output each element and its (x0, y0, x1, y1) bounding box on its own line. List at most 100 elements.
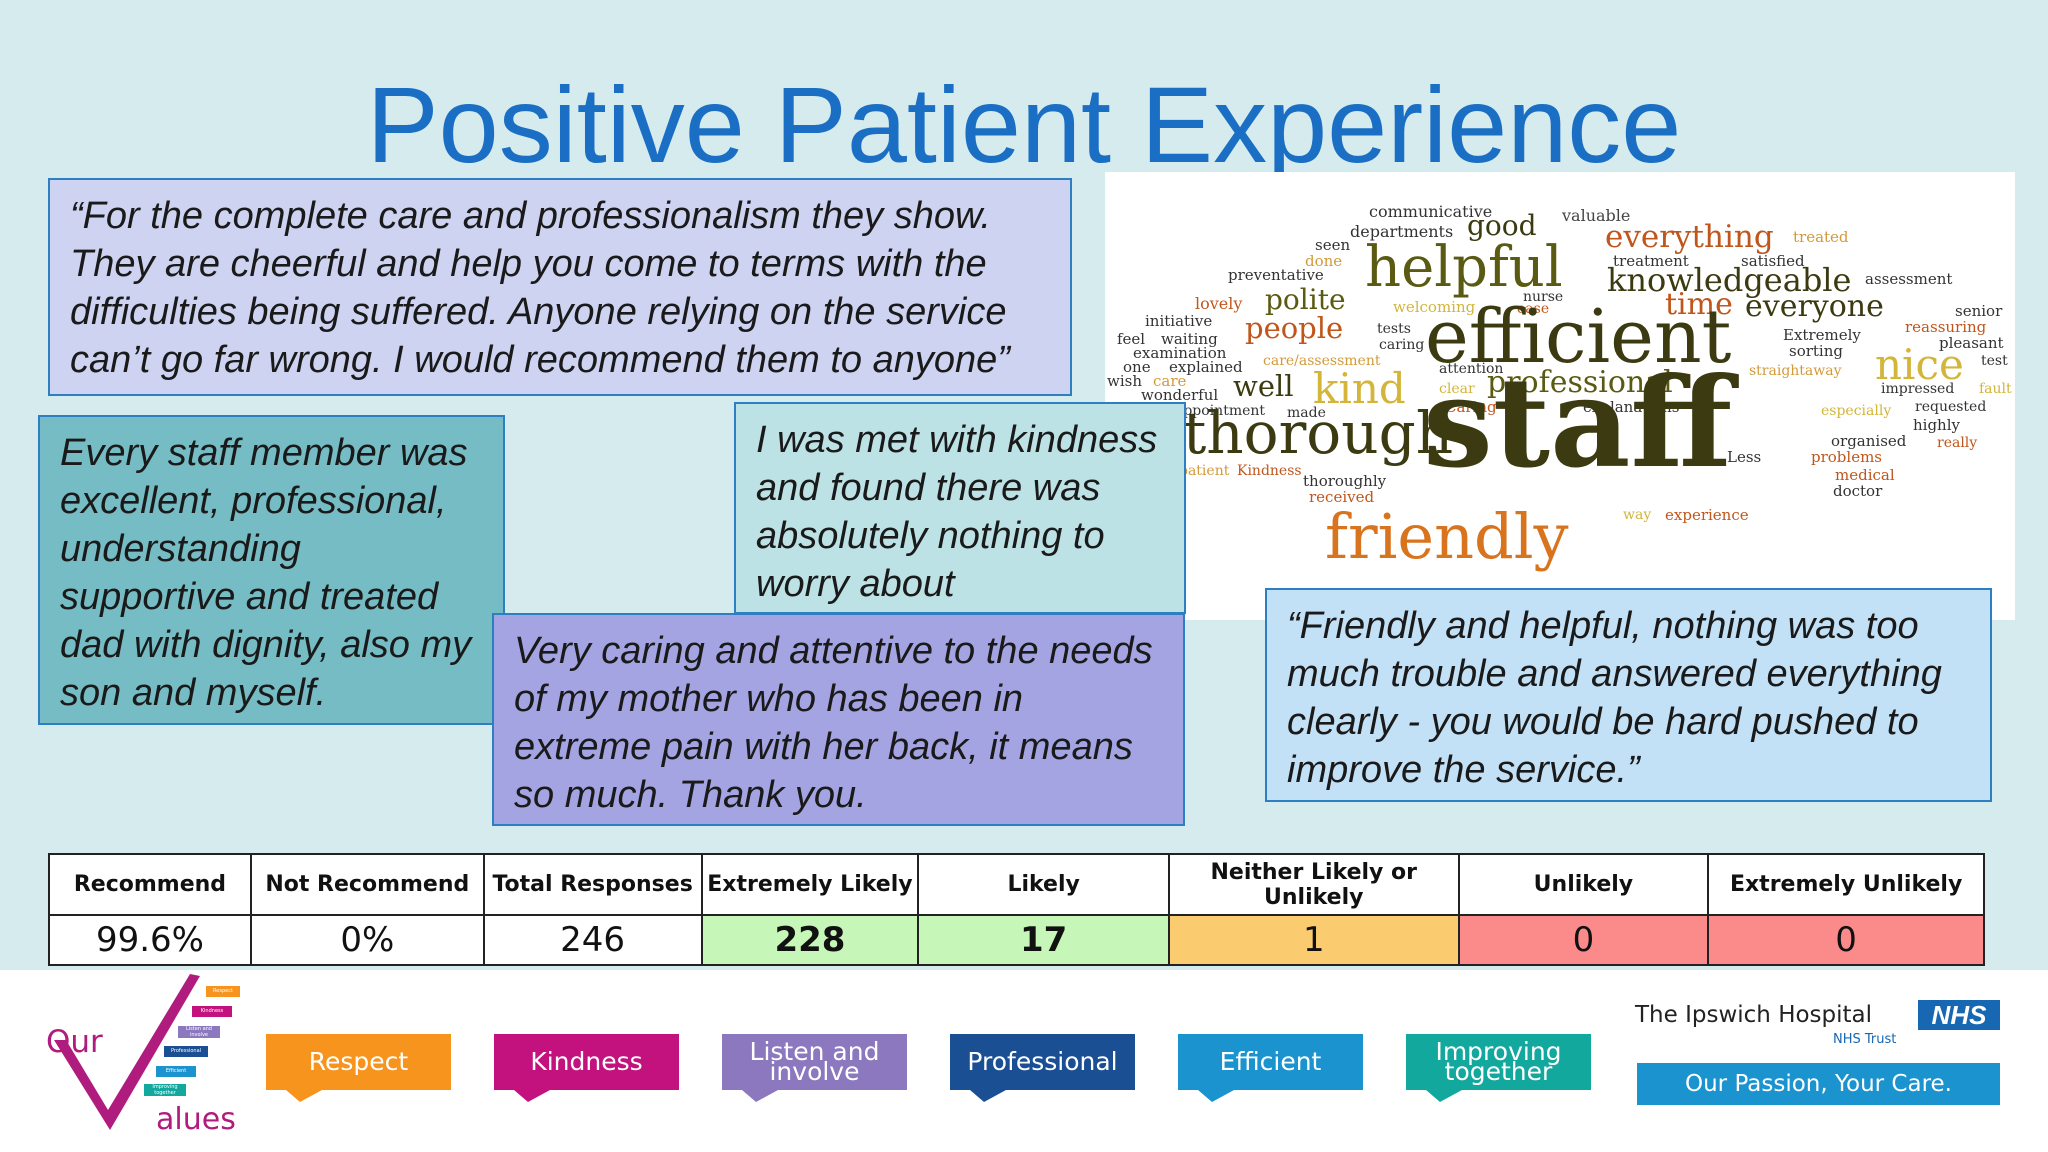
word-cloud-word: seen (1315, 236, 1351, 254)
nhs-logo: NHS (1918, 1000, 2000, 1030)
value-tag-label: Respect (308, 1047, 409, 1076)
cell-unlikely: 0 (1457, 914, 1710, 966)
word-cloud-word: highly (1913, 416, 1960, 434)
quote-box-friendly-helpful: “Friendly and helpful, nothing was too m… (1265, 588, 1992, 802)
logo-mini-tag-kindness: Kindness (192, 1006, 232, 1017)
word-cloud-word: Caring (1445, 398, 1497, 416)
word-cloud-word: patient (1179, 463, 1230, 479)
word-cloud-word: welcoming (1393, 298, 1476, 316)
logo-mini-tag-improving: Improving together (144, 1084, 186, 1096)
col-neither: Neither Likely or Unlikely (1167, 853, 1460, 916)
logo-text-values: alues (156, 1102, 236, 1137)
cell-not-recommend: 0% (249, 914, 485, 966)
word-cloud-word: wonderful (1141, 386, 1219, 404)
word-cloud-word: pleasant (1939, 334, 2004, 352)
word-cloud-word: organised (1831, 432, 1907, 450)
word-cloud-word: helpful (1365, 235, 1563, 300)
value-tag-label: Improving (1435, 1037, 1562, 1066)
value-tag-label: Efficient (1219, 1047, 1322, 1076)
col-extremely-likely: Extremely Likely (700, 853, 920, 916)
footer-banner: Our alues Respect Kindness Listen and in… (0, 970, 2048, 1152)
word-cloud-word: nice (1875, 340, 1964, 389)
word-cloud-word: people (1245, 311, 1344, 345)
quote-box-staff-member: Every staff member was excellent, profes… (38, 415, 505, 725)
word-cloud-word: one (1123, 358, 1151, 376)
word-cloud-word: treated (1793, 228, 1849, 246)
quote-box-caring-attentive: Very caring and attentive to the needs o… (492, 613, 1185, 826)
logo-mini-tag-efficient: Efficient (156, 1066, 196, 1077)
word-cloud-word: way (1623, 507, 1652, 523)
word-cloud-word: thorough (1183, 399, 1454, 467)
cell-extremely-unlikely: 0 (1707, 914, 1985, 966)
word-cloud-word: treatment (1613, 252, 1689, 270)
col-not-recommend: Not Recommend (249, 853, 485, 916)
page-title: Positive Patient Experience (366, 64, 1682, 185)
cell-recommend: 99.6% (48, 914, 252, 966)
word-cloud-word: assessment (1865, 270, 1953, 288)
word-cloud-word: Kindness (1237, 463, 1302, 479)
word-cloud-word: appointment (1175, 403, 1266, 419)
value-tag-improving-together: Improving together (1406, 1034, 1591, 1102)
word-cloud-word: nurse (1523, 289, 1564, 305)
word-cloud-word: waiting (1161, 330, 1218, 348)
word-cloud-word: explained (1169, 358, 1243, 376)
word-cloud-word: good (1467, 209, 1537, 242)
word-cloud-word: impressed (1881, 381, 1955, 397)
word-cloud-word: well (1233, 369, 1294, 403)
word-cloud-word: Less (1727, 448, 1762, 466)
logo-mini-tag-professional: Professional (164, 1046, 208, 1057)
value-tag-label-line2: together (1444, 1057, 1553, 1086)
value-tag-label: Listen and (749, 1037, 880, 1066)
word-cloud-word: tests (1377, 321, 1411, 337)
word-cloud-word: medical (1835, 466, 1895, 484)
tagline-banner: Our Passion, Your Care. (1637, 1063, 2000, 1105)
quote-box-met-with-kindness: I was met with kindness and found there … (734, 402, 1186, 614)
our-values-logo: Our alues Respect Kindness Listen and in… (40, 970, 260, 1140)
word-cloud-word: doctor (1833, 482, 1883, 500)
word-cloud-word: clear (1439, 381, 1475, 397)
word-cloud-word: examination (1133, 344, 1227, 362)
quote-box-complete-care: “For the complete care and professionali… (48, 178, 1072, 396)
word-cloud-word: kind (1313, 364, 1406, 413)
hospital-name: The Ipswich Hospital (1635, 1002, 1873, 1028)
word-cloud-word: feel (1117, 330, 1146, 348)
word-cloud-word: everything (1605, 219, 1774, 255)
word-cloud-word: done (1305, 252, 1343, 270)
col-recommend: Recommend (48, 853, 252, 916)
nhs-trust-label: NHS Trust (1833, 1032, 1897, 1047)
checkmark-icon (54, 974, 200, 1130)
survey-results-table: Recommend Not Recommend Total Responses … (48, 853, 1985, 966)
word-cloud-image: communicative good valuable departments … (1105, 172, 2015, 620)
word-cloud-word: attention (1439, 361, 1504, 377)
word-cloud-word: efficient (1425, 294, 1732, 380)
word-cloud-word: caring (1379, 337, 1425, 353)
word-cloud-word: everyone (1745, 289, 1884, 324)
word-cloud-word: lovely (1195, 294, 1243, 313)
word-cloud-word: departments (1350, 222, 1454, 241)
cell-extremely-likely: 228 (700, 914, 920, 966)
col-unlikely: Unlikely (1457, 853, 1710, 916)
col-extremely-unlikely: Extremely Unlikely (1707, 853, 1985, 916)
word-cloud-word: wish (1107, 372, 1142, 390)
word-cloud-word: professional (1487, 365, 1673, 400)
word-cloud-word: test (1981, 353, 2008, 369)
value-tag-listen-and-involve: Listen and involve (722, 1034, 907, 1102)
word-cloud-word: problems (1811, 448, 1883, 466)
word-cloud-word: requested (1915, 399, 1987, 415)
value-tag-label-line2: involve (769, 1057, 860, 1086)
value-tag-label: Kindness (530, 1047, 643, 1076)
word-cloud-word: satisfied (1741, 252, 1805, 270)
word-cloud-word: received (1309, 488, 1375, 506)
word-cloud-word: really (1937, 435, 1978, 451)
value-tag-kindness: Kindness (494, 1034, 679, 1102)
word-cloud-word: made (1287, 405, 1326, 421)
value-tag-efficient: Efficient (1178, 1034, 1363, 1102)
value-tag-respect: Respect (266, 1034, 451, 1102)
word-cloud-word: senior (1955, 302, 2003, 320)
word-cloud-word: knowledgeable (1607, 261, 1852, 299)
logo-text-our: Our (46, 1024, 103, 1060)
cell-neither: 1 (1167, 914, 1460, 966)
word-cloud-word: straightaway (1749, 363, 1842, 379)
word-cloud-word: communicative (1369, 202, 1493, 221)
word-cloud-word: explanations (1583, 398, 1680, 416)
